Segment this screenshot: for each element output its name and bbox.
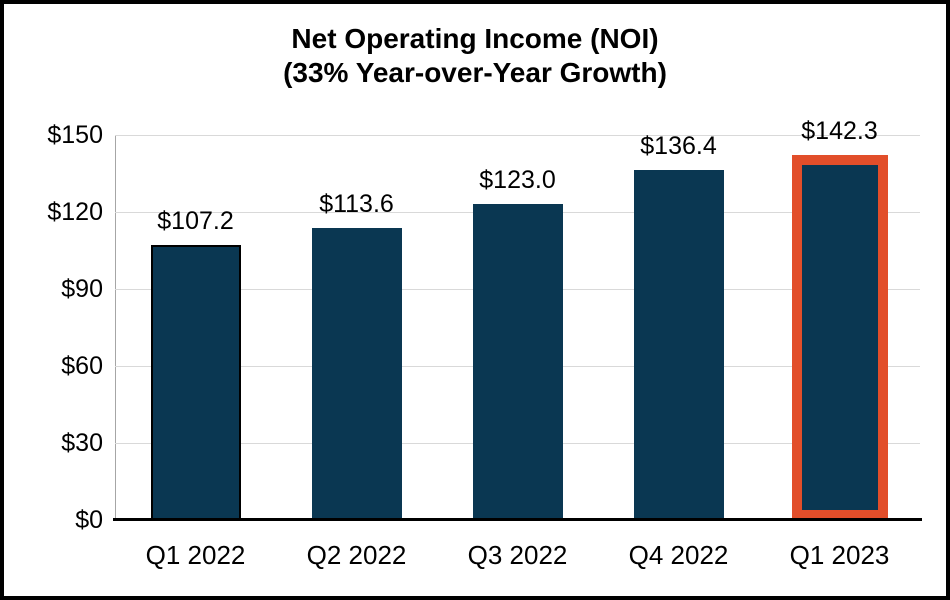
bar-value-label: $113.6 bbox=[319, 190, 394, 218]
x-axis-label: Q2 2022 bbox=[306, 540, 407, 570]
bar-value-label: $123.0 bbox=[479, 166, 556, 194]
x-axis-label: Q1 2022 bbox=[145, 540, 246, 570]
y-axis-label: $90 bbox=[61, 275, 103, 303]
bar-q1-2023 bbox=[792, 155, 888, 520]
x-axis-label: Q1 2023 bbox=[789, 540, 890, 570]
chart-subtitle: (33% Year-over-Year Growth) bbox=[283, 57, 667, 88]
y-axis-label: $30 bbox=[61, 429, 103, 457]
plot-area: $107.2 $113.6 $123.0 $136.4 $142.3 bbox=[113, 117, 922, 521]
bar-value-label: $142.3 bbox=[801, 117, 878, 145]
bar-q2-2022 bbox=[312, 228, 402, 520]
chart-title-block: Net Operating Income (NOI) (33% Year-ove… bbox=[4, 22, 946, 90]
x-axis-label: Q3 2022 bbox=[467, 540, 568, 570]
x-axis-label: Q4 2022 bbox=[628, 540, 729, 570]
y-axis-label: $120 bbox=[47, 198, 103, 226]
y-axis-label: $150 bbox=[47, 121, 103, 149]
plot-left-border bbox=[115, 135, 116, 520]
bar-q1-2022 bbox=[151, 245, 241, 520]
chart-title: Net Operating Income (NOI) bbox=[291, 23, 659, 54]
y-axis-label: $60 bbox=[61, 352, 103, 380]
gridline bbox=[115, 134, 920, 136]
x-axis-line bbox=[113, 518, 922, 521]
y-axis-label: $0 bbox=[75, 506, 103, 534]
bar-q4-2022 bbox=[634, 170, 724, 520]
bar-value-label: $136.4 bbox=[640, 132, 717, 160]
bar-value-label: $107.2 bbox=[157, 207, 234, 235]
bar-q3-2022 bbox=[473, 204, 563, 520]
